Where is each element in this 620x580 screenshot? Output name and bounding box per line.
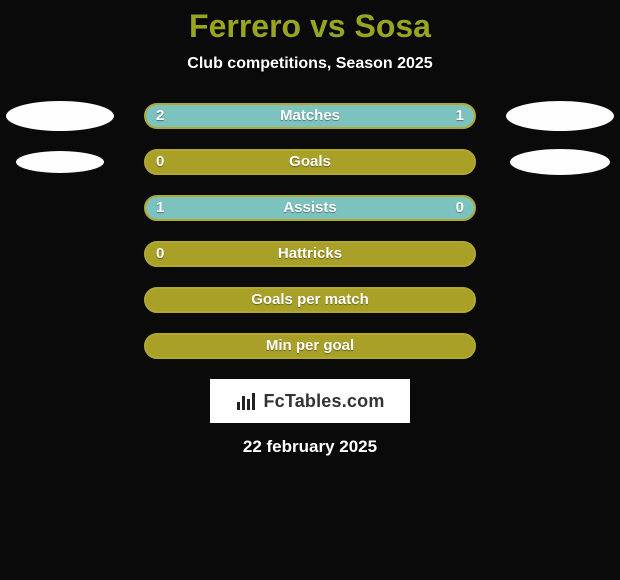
logo-box: FcTables.com — [210, 379, 410, 423]
stat-row: 0Hattricks — [0, 241, 620, 267]
stat-label: Assists — [146, 197, 474, 219]
stat-row: 21Matches — [0, 103, 620, 129]
stat-label: Hattricks — [146, 243, 474, 265]
logo-text: FcTables.com — [263, 391, 384, 412]
subtitle: Club competitions, Season 2025 — [0, 55, 620, 73]
stat-bar: Goals per match — [144, 287, 476, 313]
player-avatar-right — [510, 149, 610, 175]
stat-label: Goals per match — [146, 289, 474, 311]
stat-bar: Min per goal — [144, 333, 476, 359]
player-avatar-left — [16, 151, 104, 173]
stat-row: 10Assists — [0, 195, 620, 221]
avatar-spacer — [506, 331, 614, 361]
page-title: Ferrero vs Sosa — [0, 8, 620, 45]
stat-row: 0Goals — [0, 149, 620, 175]
stat-bar: 10Assists — [144, 195, 476, 221]
date-text: 22 february 2025 — [0, 437, 620, 457]
stat-bar: 0Hattricks — [144, 241, 476, 267]
avatar-spacer — [506, 239, 614, 269]
avatar-spacer — [506, 285, 614, 315]
stat-row: Goals per match — [0, 287, 620, 313]
avatar-spacer — [6, 239, 114, 269]
stat-label: Min per goal — [146, 335, 474, 357]
stat-bar: 21Matches — [144, 103, 476, 129]
avatar-spacer — [6, 285, 114, 315]
player-avatar-right — [506, 101, 614, 131]
avatar-spacer — [6, 193, 114, 223]
stat-row: Min per goal — [0, 333, 620, 359]
stat-label: Goals — [146, 151, 474, 173]
avatar-spacer — [506, 193, 614, 223]
stats-list: 21Matches 0Goals 10Assists 0Hattricks Goals … — [0, 103, 620, 359]
stat-bar: 0Goals — [144, 149, 476, 175]
stat-label: Matches — [146, 105, 474, 127]
avatar-spacer — [6, 331, 114, 361]
player-avatar-left — [6, 101, 114, 131]
bar-chart-icon — [235, 390, 257, 412]
comparison-infographic: Ferrero vs Sosa Club competitions, Seaso… — [0, 0, 620, 580]
